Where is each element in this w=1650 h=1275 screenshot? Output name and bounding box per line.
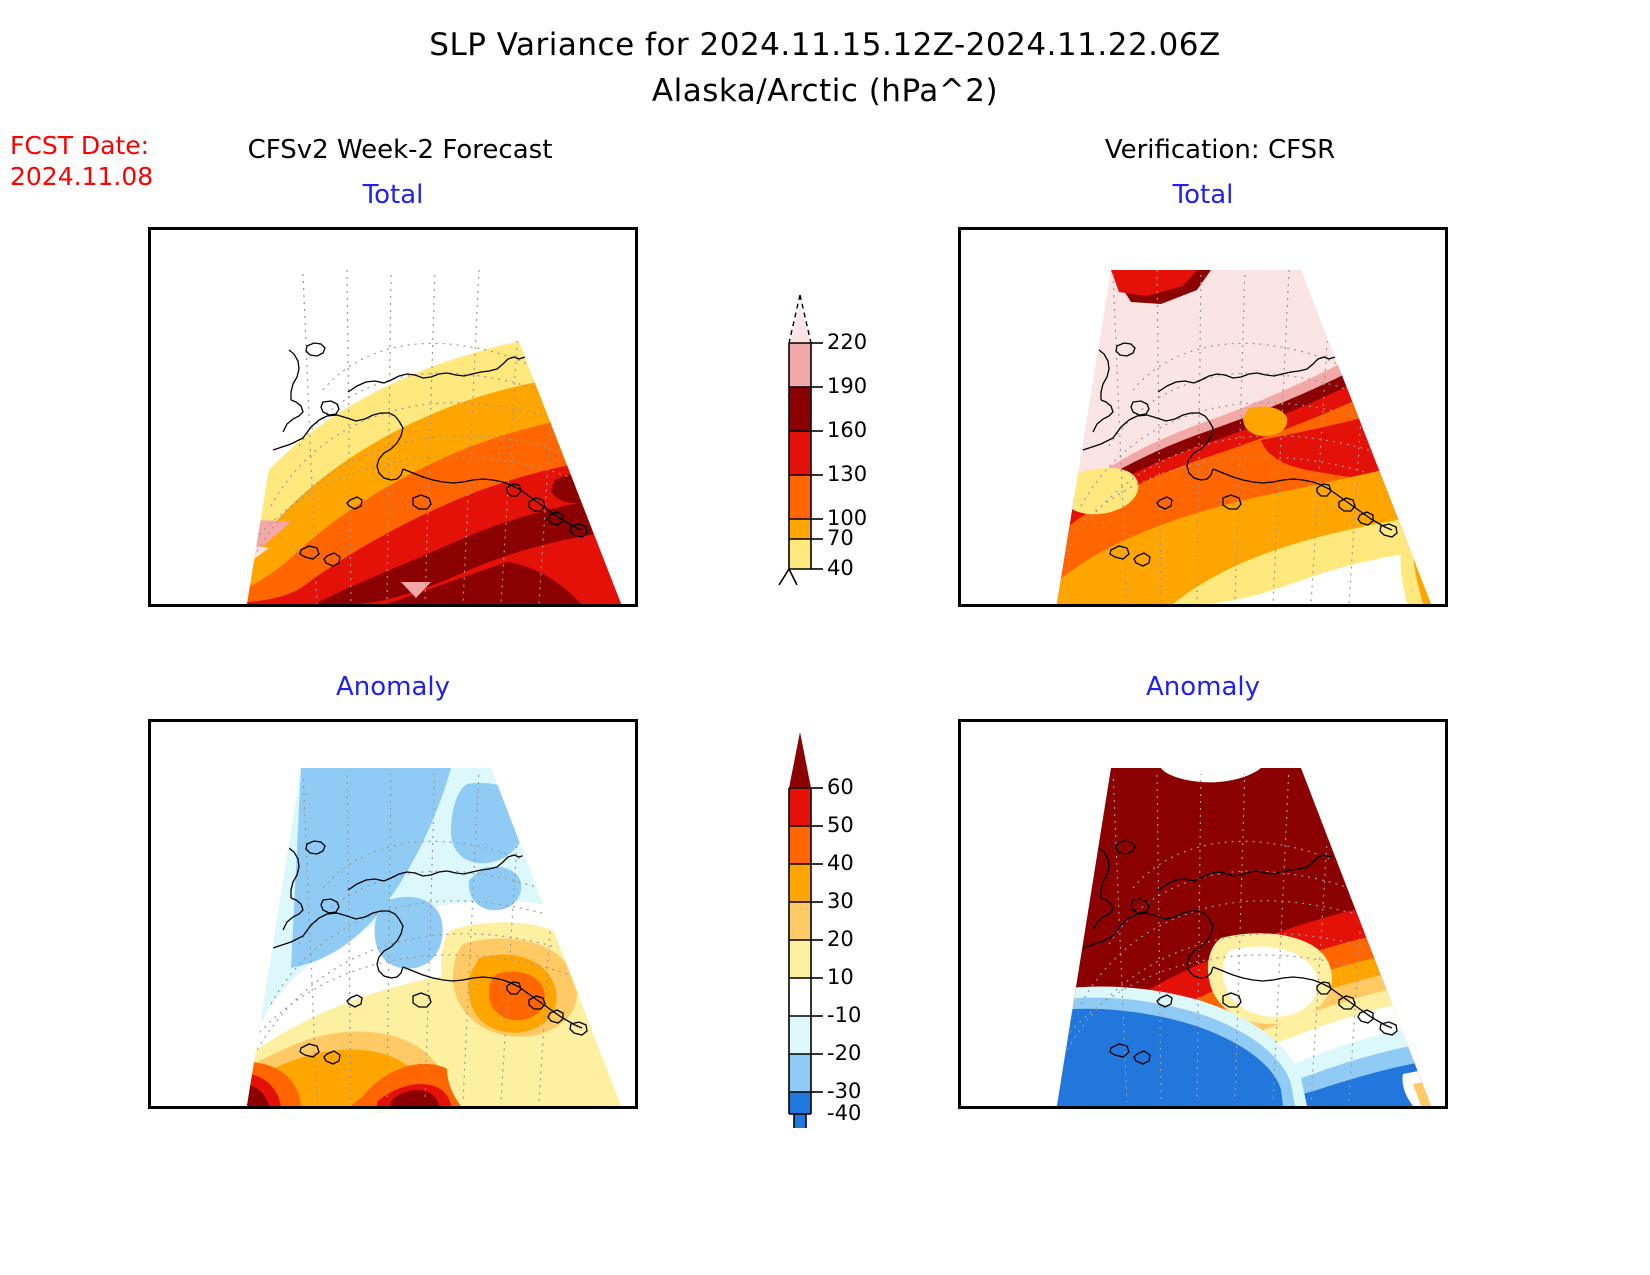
cb-anom-tick-3: 30 bbox=[827, 889, 854, 913]
panel-title-bottom-right: Anomaly bbox=[1145, 672, 1261, 702]
panel-title-top-right: Total bbox=[1172, 180, 1234, 210]
right-column-header: Verification: CFSR bbox=[1104, 135, 1336, 165]
cb-anom-tick-2: 40 bbox=[827, 851, 854, 875]
cb-anom-tick-7: -20 bbox=[827, 1041, 861, 1065]
colorbar-anomaly-bands bbox=[789, 732, 811, 1128]
contour-fill-top-left bbox=[247, 270, 621, 604]
band-40-70 bbox=[789, 539, 811, 569]
cb-total-tick-4: 100 bbox=[827, 506, 867, 530]
contour-fill-bottom-right bbox=[1057, 768, 1431, 1106]
cb-anom-tick-9: -40 bbox=[827, 1101, 861, 1125]
cb-anom-tick-0: 60 bbox=[827, 775, 854, 799]
panel-title-bottom-left: Anomaly bbox=[335, 672, 451, 702]
map-panel-top-left[interactable] bbox=[148, 227, 638, 607]
fcst-date-block: FCST Date: 2024.11.08 bbox=[10, 130, 190, 192]
cb-total-tick-1: 190 bbox=[827, 374, 867, 398]
cb-anom-tick-1: 50 bbox=[827, 813, 854, 837]
band-70-100 bbox=[789, 519, 811, 539]
cb-anom-tick-5: 10 bbox=[827, 965, 854, 989]
cb-total-tick-0: 220 bbox=[827, 330, 867, 354]
colorbar-anomaly: 60 50 40 30 20 10 -10 -20 -30 -40 bbox=[745, 712, 875, 1132]
cb-anom-tick-4: 20 bbox=[827, 927, 854, 951]
contour-fill-top-right bbox=[1057, 270, 1431, 604]
fcst-date-label: FCST Date: bbox=[10, 131, 150, 160]
cb-total-tick-3: 130 bbox=[827, 462, 867, 486]
cb-total-tick-6: 40 bbox=[827, 556, 854, 580]
cb-total-tick-2: 160 bbox=[827, 418, 867, 442]
chart-title-line2: Alaska/Arctic (hPa^2) bbox=[651, 73, 999, 109]
map-panel-top-right[interactable] bbox=[958, 227, 1448, 607]
left-column-header: CFSv2 Week-2 Forecast bbox=[247, 135, 553, 165]
chart-title-line1: SLP Variance for 2024.11.15.12Z-2024.11.… bbox=[429, 27, 1221, 63]
colorbar-total: 220 190 160 130 100 70 40 bbox=[745, 265, 875, 585]
fcst-date-value: 2024.11.08 bbox=[10, 162, 154, 191]
map-panel-bottom-left[interactable] bbox=[148, 719, 638, 1109]
map-panel-bottom-right[interactable] bbox=[958, 719, 1448, 1109]
cb-anom-tick-8: -30 bbox=[827, 1079, 861, 1103]
panel-title-top-left: Total bbox=[362, 180, 424, 210]
cb-anom-tick-6: -10 bbox=[827, 1003, 861, 1027]
cb-total-tick-5: 70 bbox=[827, 526, 854, 550]
contour-fill-bottom-left bbox=[247, 768, 621, 1106]
